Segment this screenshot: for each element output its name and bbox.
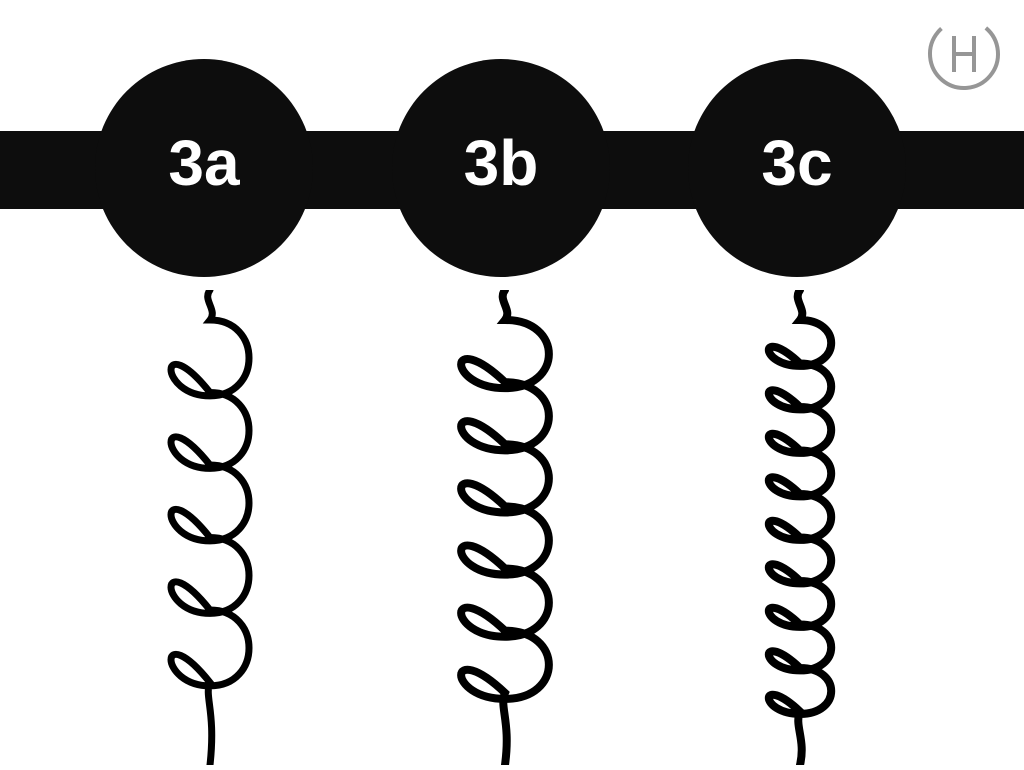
circle-label-3c: 3c <box>761 126 832 210</box>
curl-3b <box>430 290 580 770</box>
circle-label-3b: 3b <box>464 126 539 210</box>
circle-3a: 3a <box>95 59 313 277</box>
circle-3b: 3b <box>392 59 610 277</box>
curl-3a <box>140 290 280 770</box>
circle-label-3a: 3a <box>168 126 239 210</box>
logo-ch-icon <box>924 14 1004 99</box>
circle-3c: 3c <box>688 59 906 277</box>
curl-3c <box>745 290 855 770</box>
